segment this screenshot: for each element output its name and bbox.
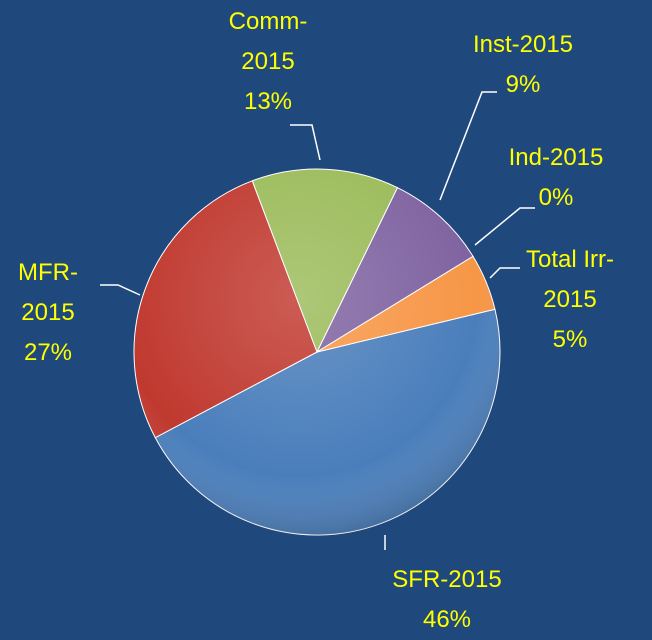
leader-line (489, 267, 520, 279)
slice-label: SFR-2015 46% (367, 560, 527, 640)
value-label: 9% (505, 71, 541, 98)
leader-line (474, 207, 535, 246)
category-label: Comm-2015 (228, 8, 308, 75)
leader-lines (100, 91, 535, 550)
leader-line (100, 284, 141, 296)
leader-line (439, 91, 497, 201)
slice-label: Ind-2015 0% (476, 138, 636, 218)
category-label: SFR-2015 (392, 566, 502, 593)
slice-label: MFR-2015 27% (8, 253, 88, 373)
category-label: MFR-2015 (18, 259, 78, 326)
value-label: 5% (552, 326, 588, 353)
value-label: 0% (538, 184, 574, 211)
slice-label: Total Irr-2015 5% (505, 240, 635, 360)
value-label: 13% (243, 88, 293, 115)
leader-line (290, 124, 321, 161)
category-label: Ind-2015 (508, 144, 604, 171)
value-label: 27% (23, 339, 73, 366)
category-label: Total Irr-2015 (525, 246, 614, 313)
slice-label: Inst-2015 9% (443, 25, 603, 105)
pie (133, 168, 501, 536)
slice-label: Comm-2015 13% (218, 2, 318, 122)
value-label: 46% (422, 606, 472, 633)
category-label: Inst-2015 (472, 31, 574, 58)
